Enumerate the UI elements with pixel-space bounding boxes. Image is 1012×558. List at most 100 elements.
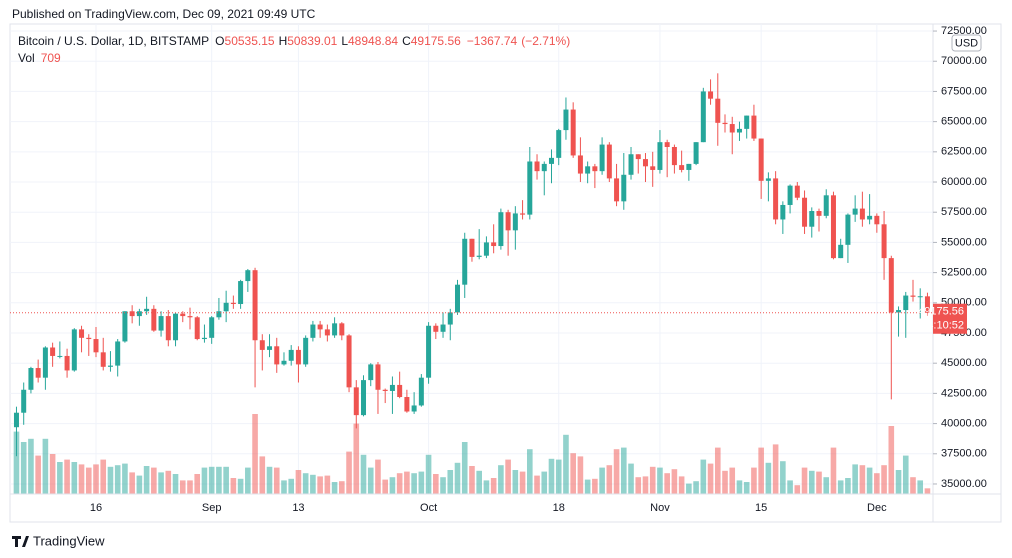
volume-bar (881, 465, 887, 494)
candle-body (606, 144, 612, 179)
candle-body (64, 355, 70, 371)
candle-body (368, 364, 374, 381)
brand: TradingView (33, 533, 105, 548)
volume-bar (700, 459, 707, 494)
candle-body (671, 146, 677, 166)
volume-bar (888, 426, 895, 494)
candle-body (802, 197, 808, 227)
candle-body (838, 244, 844, 259)
volume-bar (476, 470, 482, 494)
candle-body (780, 204, 786, 220)
candle-body (404, 397, 410, 412)
candle-body (657, 142, 663, 170)
candle-body (57, 355, 63, 357)
currency[interactable]: USD (955, 37, 978, 49)
volume-bar (230, 478, 237, 494)
ohlc-key: C (402, 34, 411, 48)
candle-body (194, 317, 200, 340)
volume-bar (324, 475, 331, 494)
volume-bar (237, 478, 244, 494)
candle-body (708, 91, 714, 99)
y-tick-label: 72500.00 (941, 25, 987, 37)
volume-bar (331, 482, 338, 494)
candle-body (42, 347, 48, 378)
candle-body (245, 270, 251, 282)
candle-body (592, 166, 598, 172)
candle-body (491, 242, 497, 247)
candle-body (729, 124, 735, 133)
y-tick-label: 57500.00 (941, 206, 987, 218)
x-tick-label: Dec (867, 502, 887, 514)
volume-bar (425, 454, 432, 494)
candle-body (896, 310, 902, 313)
volume-bar (758, 447, 764, 494)
volume-bar (310, 474, 316, 494)
volume-bar (64, 459, 70, 494)
volume-bar (534, 475, 540, 494)
candle-body (744, 115, 750, 129)
volume-bar (382, 479, 388, 494)
candle-body (599, 144, 605, 172)
volume-bar (902, 455, 909, 494)
logo-mark (12, 536, 29, 547)
y-tick-label: 45000.00 (941, 357, 987, 369)
volume-bar (201, 467, 208, 494)
x-tick-label: Oct (420, 502, 437, 514)
volume-bar (657, 467, 663, 494)
y-tick-label: 52500.00 (941, 267, 987, 279)
candle-body (35, 368, 41, 378)
candle-body (252, 270, 258, 341)
candle-body (520, 213, 526, 215)
volume-bar (433, 474, 439, 494)
countdown: 14:10:52 (921, 320, 964, 332)
volume-bar (555, 459, 562, 494)
volume-bar (635, 477, 642, 494)
candle-body (346, 335, 352, 388)
volume-bar (404, 471, 410, 494)
candle-body (867, 215, 873, 220)
candle-body (859, 208, 865, 220)
candle-body (512, 213, 518, 231)
candle-body (107, 365, 113, 367)
ohlc-value: 50839.01 (287, 34, 337, 48)
candle-body (483, 242, 489, 256)
candle-body (93, 339, 99, 353)
candle-body (274, 346, 280, 365)
candle-body (447, 312, 453, 325)
candle-body (433, 325, 439, 332)
candle-body (389, 384, 395, 391)
candle-body (50, 347, 56, 356)
volume-bar (295, 470, 302, 494)
candle-body (223, 302, 229, 312)
candle-body (144, 308, 150, 312)
y-tick-label: 70000.00 (941, 55, 987, 67)
volume-bar (519, 471, 526, 494)
volume-bar (866, 467, 873, 494)
volume-bar (794, 485, 801, 494)
candle-body (13, 412, 19, 428)
volume-bar (194, 474, 201, 494)
volume-bar (845, 478, 851, 494)
volume-bar (317, 476, 323, 494)
volume-bar (281, 480, 287, 494)
volume-bar (787, 480, 793, 494)
volume-bar (129, 472, 135, 494)
candle-body (397, 384, 403, 398)
candle-body (498, 212, 504, 247)
volume-bar (498, 465, 504, 494)
volume-bar (302, 473, 309, 494)
volume-bar (714, 447, 721, 494)
candle-body (628, 154, 634, 175)
candle-body (267, 346, 273, 350)
volume-bar (411, 473, 417, 494)
change: −1367.74 (467, 34, 518, 48)
volume-bar (924, 488, 931, 494)
ohlc-value: 48948.84 (348, 34, 398, 48)
volume-bar (772, 444, 779, 494)
volume-bar (28, 438, 34, 494)
currency-badge[interactable] (951, 34, 982, 52)
candle-body (751, 115, 757, 139)
candle-body (136, 311, 142, 317)
volume-bar (49, 454, 56, 494)
volume-bar (273, 467, 280, 494)
